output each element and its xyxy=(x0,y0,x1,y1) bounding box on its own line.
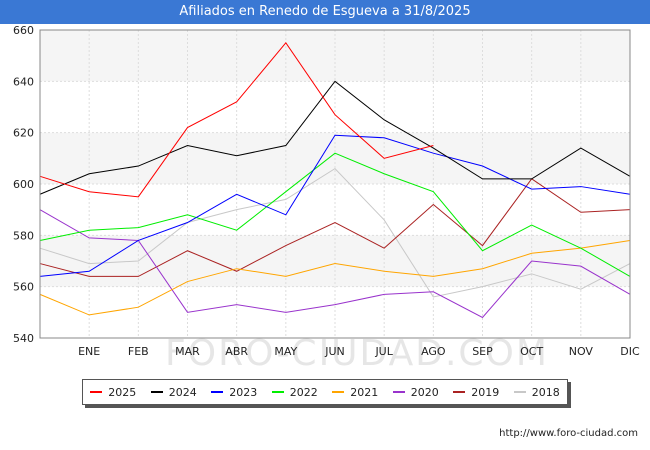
y-tick-label: 660 xyxy=(13,24,34,37)
legend-swatch xyxy=(211,391,224,393)
legend-item-2023: 2023 xyxy=(211,386,257,399)
x-tick-label: MAY xyxy=(274,345,297,358)
legend-item-2022: 2022 xyxy=(271,385,318,399)
x-tick-label: JUN xyxy=(324,345,345,358)
x-tick-label: MAR xyxy=(175,345,200,358)
series-lines xyxy=(39,42,631,319)
watermark: FORO-CIUDAD.COM xyxy=(165,333,549,374)
series-line-2024 xyxy=(39,80,631,195)
plot-frame xyxy=(39,29,631,339)
x-tick-label: NOV xyxy=(569,345,594,358)
legend-item-2020: 2020 xyxy=(392,385,439,399)
source-url: http://www.foro-ciudad.com xyxy=(499,428,638,439)
legend-swatch xyxy=(332,391,345,393)
legend: 2025 2024 2023 2022 2021 2020 2019 2018 xyxy=(82,379,568,405)
x-tick-label: JUL xyxy=(374,345,393,358)
x-tick-label: SEP xyxy=(472,345,493,358)
x-tick-label: ENE xyxy=(78,345,100,358)
legend-item-2025: 2025 xyxy=(90,386,136,399)
x-tick-label: OCT xyxy=(520,345,543,358)
legend-swatch xyxy=(150,391,163,393)
legend-label: 2022 xyxy=(289,385,318,399)
series-line-2023 xyxy=(39,134,631,277)
legend-swatch xyxy=(90,391,103,393)
legend-swatch xyxy=(392,391,405,393)
y-tick-label: 540 xyxy=(13,332,34,345)
legend-label: 2023 xyxy=(229,385,258,399)
y-tick-label: 600 xyxy=(13,178,34,191)
legend-item-2021: 2021 xyxy=(332,386,378,399)
series-line-2021 xyxy=(39,239,631,316)
x-tick-label: AGO xyxy=(421,345,446,358)
legend-label: 2019 xyxy=(471,385,500,399)
legend-label: 2025 xyxy=(108,385,137,399)
y-tick-label: 620 xyxy=(13,127,34,140)
legend-label: 2020 xyxy=(410,385,439,399)
y-tick-label: 580 xyxy=(13,229,34,242)
legend-label: 2024 xyxy=(168,385,197,399)
legend-item-2019: 2019 xyxy=(453,386,499,399)
series-line-2018 xyxy=(39,167,631,298)
legend-swatch xyxy=(271,391,284,393)
legend-label: 2018 xyxy=(531,385,560,399)
x-tick-labels: ENE FEB MAR ABR MAY JUN JUL AGO SEP OCT NOV DIC xyxy=(78,345,640,358)
chart-title: Afiliados en Renedo de Esgueva a 31/8/20… xyxy=(0,0,650,24)
legend-item-2024: 2024 xyxy=(150,385,197,399)
legend-swatch xyxy=(453,391,466,393)
legend-item-2018: 2018 xyxy=(513,385,560,399)
y-tick-labels: 540 560 580 600 620 640 660 xyxy=(13,24,34,345)
series-line-2025 xyxy=(39,42,434,198)
x-tick-label: FEB xyxy=(128,345,149,358)
y-tick-label: 640 xyxy=(13,75,34,88)
legend-label: 2021 xyxy=(350,385,379,399)
x-tick-label: ABR xyxy=(225,345,248,358)
legend-swatch xyxy=(513,391,526,393)
series-line-2022 xyxy=(39,152,631,277)
y-tick-label: 560 xyxy=(13,281,34,294)
x-tick-label: DIC xyxy=(620,345,640,358)
